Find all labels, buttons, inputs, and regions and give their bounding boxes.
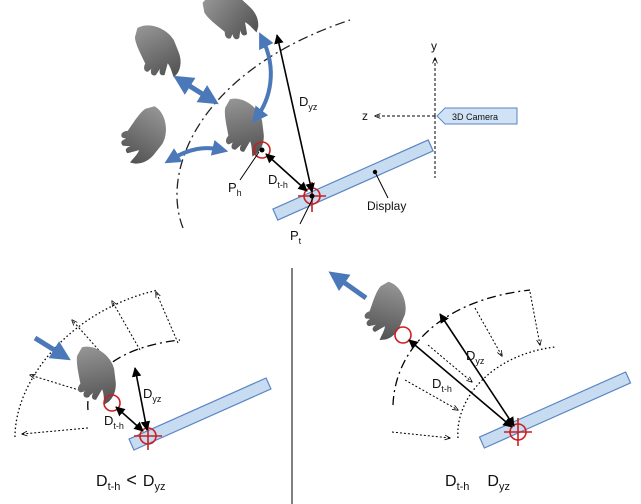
movement-arrow [173, 75, 219, 105]
camera-label: 3D Camera [452, 112, 498, 122]
camera-box [436, 107, 518, 125]
hand-icon [201, 0, 261, 45]
display-panel [478, 371, 632, 449]
bottom-right-panel: Dyz Dt-h Dt-h Dyz [328, 271, 632, 493]
fingertip-marker [103, 394, 121, 412]
interaction-boundary-arc [176, 19, 351, 229]
fingertip-marker [253, 141, 271, 159]
outer-boundary-arc [392, 289, 531, 406]
axis-y-label: y [431, 39, 437, 53]
retreat-arrow [328, 271, 368, 301]
d-th-arrow [265, 153, 308, 192]
d-yz-label: Dyz [299, 94, 318, 112]
p-h-label: Ph [228, 180, 242, 198]
d-th-label: Dt-h [432, 376, 452, 394]
d-th-arrow [115, 406, 144, 432]
touch-target-marker [504, 418, 532, 446]
display-panel [128, 377, 272, 451]
display-panel [272, 139, 434, 221]
axis-z-label: z [362, 109, 368, 123]
hand-icon [353, 278, 419, 345]
d-yz-arrow [131, 367, 151, 431]
radial-arrows [391, 291, 540, 438]
p-t-label: Pt [290, 228, 302, 246]
d-th-label: Dt-h [268, 172, 288, 190]
fingertip-marker [394, 326, 412, 344]
movement-arrow [164, 140, 229, 164]
camera-axes [375, 58, 435, 178]
movement-arrow [252, 32, 274, 124]
hand-icon [114, 104, 174, 167]
bottom-left-panel: Dyz Dt-h Dt-h < Dyz [14, 289, 272, 493]
left-caption: Dt-h < Dyz [96, 470, 165, 493]
hand-icon [126, 22, 189, 82]
d-yz-label: Dyz [466, 348, 485, 366]
radial-arrows [22, 292, 179, 434]
display-label: Display [367, 199, 406, 213]
d-yz-arrow [439, 313, 515, 427]
right-caption: Dt-h Dyz [445, 473, 510, 493]
approach-arrow [33, 335, 71, 361]
top-panel: Dyz Dt-h Ph Pt Display y z 3D Camera [114, 0, 518, 246]
d-th-label: Dt-h [104, 413, 124, 431]
d-yz-label: Dyz [143, 386, 162, 404]
